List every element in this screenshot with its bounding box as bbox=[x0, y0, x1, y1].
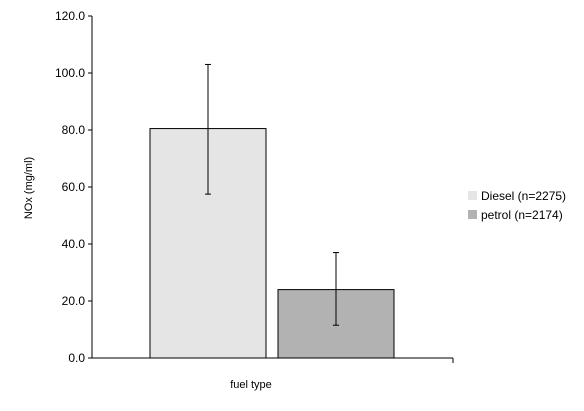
bars bbox=[149, 128, 395, 359]
legend-label: petrol (n=2174) bbox=[481, 208, 563, 222]
y-axis-title: NOx (mg/ml) bbox=[23, 157, 35, 219]
axes: 0.0 20.0 40.0 60.0 80.0 100.0 120.0 bbox=[55, 9, 454, 365]
y-tick-label: 120.0 bbox=[55, 9, 85, 23]
legend-label: Diesel (n=2275) bbox=[481, 189, 566, 203]
y-ticks: 0.0 20.0 40.0 60.0 80.0 100.0 120.0 bbox=[55, 9, 92, 365]
error-bars bbox=[205, 63, 339, 326]
y-tick-label: 60.0 bbox=[62, 180, 86, 194]
legend-swatch bbox=[468, 191, 477, 200]
y-tick-label: 40.0 bbox=[62, 237, 86, 251]
y-tick-label: 80.0 bbox=[62, 123, 86, 137]
y-tick-label: 0.0 bbox=[68, 351, 85, 365]
legend-swatch bbox=[468, 210, 477, 219]
x-axis-title: fuel type bbox=[230, 379, 272, 391]
y-tick-label: 100.0 bbox=[55, 66, 85, 80]
legend: Diesel (n=2275) petrol (n=2174) bbox=[468, 189, 566, 222]
y-tick-label: 20.0 bbox=[62, 294, 86, 308]
